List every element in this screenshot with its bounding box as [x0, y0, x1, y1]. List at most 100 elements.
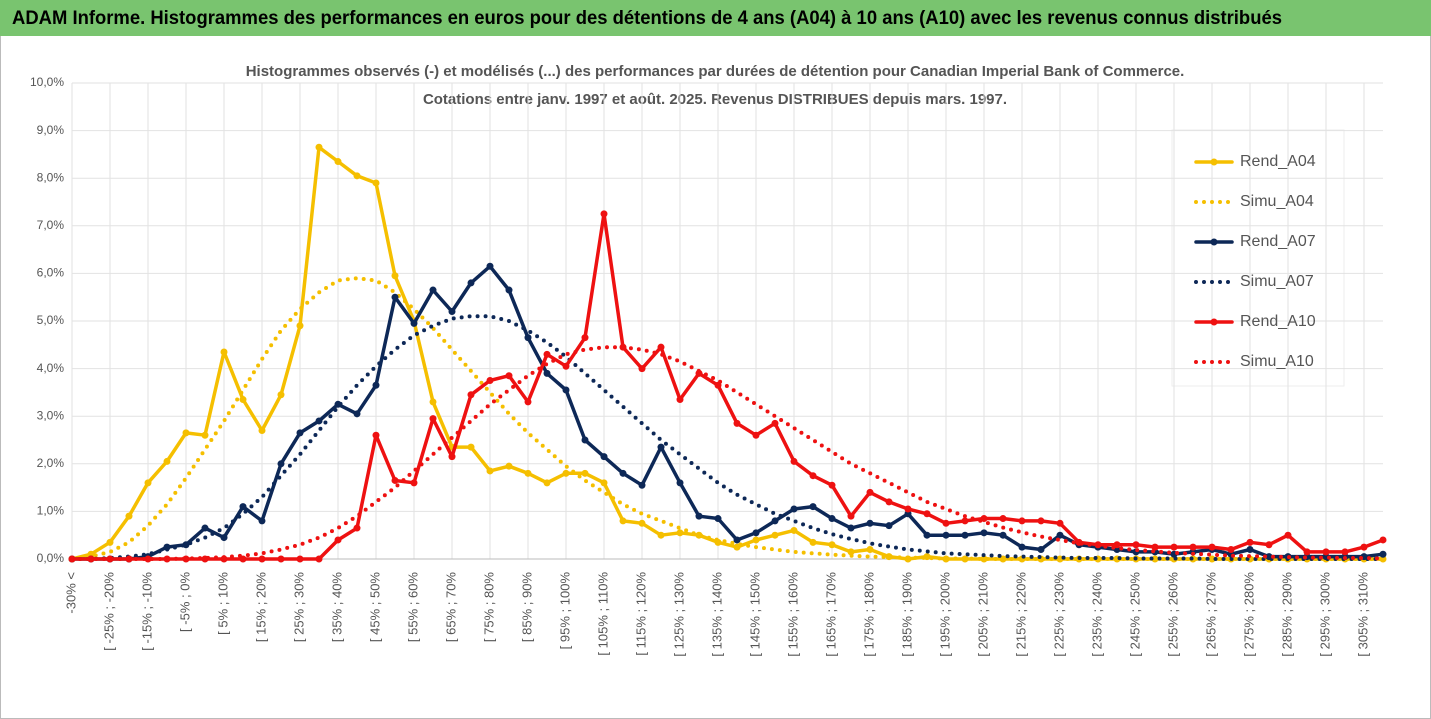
- chart-subtitle: Histogrammes observés (-) et modélisés (…: [246, 63, 1185, 80]
- point: [334, 536, 342, 544]
- point: [106, 538, 114, 546]
- point: [315, 143, 323, 151]
- legend-label: Simu_A10: [1240, 353, 1314, 370]
- point: [733, 536, 741, 544]
- point: [828, 481, 836, 489]
- x-tick-label: [ 15% ; 20%: [253, 572, 268, 643]
- point: [847, 548, 855, 556]
- point: [353, 172, 361, 180]
- point: [505, 286, 513, 294]
- point: [980, 555, 988, 563]
- x-tick-label: [ 215% ; 220%: [1013, 572, 1028, 657]
- x-tick-label: [ 25% ; 30%: [291, 572, 306, 643]
- x-tick-label: [ -25% ; -20%: [101, 572, 116, 651]
- y-tick-label: 5,0%: [37, 313, 65, 327]
- point: [600, 453, 608, 461]
- point: [619, 469, 627, 477]
- y-tick-label: 3,0%: [37, 408, 65, 422]
- y-tick-label: 2,0%: [37, 456, 65, 470]
- point: [600, 479, 608, 487]
- series-line: [70, 212, 1385, 561]
- point: [657, 343, 665, 351]
- point: [1265, 541, 1273, 549]
- point: [1037, 517, 1045, 525]
- point: [277, 555, 285, 563]
- point: [258, 555, 266, 563]
- point: [752, 536, 760, 544]
- point: [1151, 543, 1159, 551]
- series-line: [70, 314, 1385, 561]
- y-tick-label: 8,0%: [37, 170, 65, 184]
- point: [201, 431, 209, 439]
- point: [581, 469, 589, 477]
- point: [239, 396, 247, 404]
- x-tick-label: [ 135% ; 140%: [709, 572, 724, 657]
- point: [581, 436, 589, 444]
- point: [619, 517, 627, 525]
- x-tick-label: [ 305% ; 310%: [1355, 572, 1370, 657]
- x-tick-label: [ 175% ; 180%: [861, 572, 876, 657]
- point: [524, 398, 532, 406]
- point: [220, 348, 228, 356]
- point: [771, 419, 779, 427]
- point: [961, 517, 969, 525]
- point: [258, 517, 266, 525]
- point: [885, 498, 893, 506]
- point: [1246, 545, 1254, 553]
- point: [429, 415, 437, 423]
- point: [752, 431, 760, 439]
- point: [885, 522, 893, 530]
- point: [144, 555, 152, 563]
- legend-label: Rend_A07: [1240, 233, 1316, 250]
- x-tick-label: [ 185% ; 190%: [899, 572, 914, 657]
- point: [505, 462, 513, 470]
- x-tick-label: [ 275% ; 280%: [1241, 572, 1256, 657]
- x-tick-label: [ 265% ; 270%: [1203, 572, 1218, 657]
- x-tick-label: [ 145% ; 150%: [747, 572, 762, 657]
- point: [809, 472, 817, 480]
- point: [904, 505, 912, 513]
- x-tick-label: [ 155% ; 160%: [785, 572, 800, 657]
- point: [980, 515, 988, 523]
- point: [505, 372, 513, 380]
- legend-marker: [1210, 238, 1218, 246]
- point: [1170, 543, 1178, 551]
- point: [163, 457, 171, 465]
- point: [942, 531, 950, 539]
- point: [1037, 545, 1045, 553]
- chart-subtitle: Cotations entre janv. 1997 et août. 2025…: [423, 91, 1007, 108]
- legend-label: Rend_A10: [1240, 313, 1316, 330]
- x-tick-label: -30% <: [63, 572, 78, 614]
- x-tick-label: [ 85% ; 90%: [519, 572, 534, 643]
- point: [809, 538, 817, 546]
- point: [733, 419, 741, 427]
- point: [1303, 548, 1311, 556]
- y-tick-label: 0,0%: [37, 551, 65, 565]
- x-tick-label: [ 235% ; 240%: [1089, 572, 1104, 657]
- point: [600, 210, 608, 218]
- point: [581, 334, 589, 342]
- point: [258, 426, 266, 434]
- x-tick-label: [ 95% ; 100%: [557, 572, 572, 650]
- point: [714, 515, 722, 523]
- header-title: ADAM Informe. Histogrammes des performan…: [12, 8, 1282, 29]
- x-tick-label: [ 255% ; 260%: [1165, 572, 1180, 657]
- point: [809, 503, 817, 511]
- point: [1227, 545, 1235, 553]
- x-tick-label: [ 35% ; 40%: [329, 572, 344, 643]
- point: [1284, 531, 1292, 539]
- point: [277, 460, 285, 468]
- point: [676, 479, 684, 487]
- x-tick-label: [ 205% ; 210%: [975, 572, 990, 657]
- point: [1379, 536, 1387, 544]
- point: [771, 517, 779, 525]
- point: [296, 429, 304, 437]
- point: [1208, 543, 1216, 551]
- point: [1113, 541, 1121, 549]
- point: [429, 398, 437, 406]
- point: [543, 350, 551, 358]
- point: [980, 529, 988, 537]
- point: [790, 457, 798, 465]
- point: [866, 545, 874, 553]
